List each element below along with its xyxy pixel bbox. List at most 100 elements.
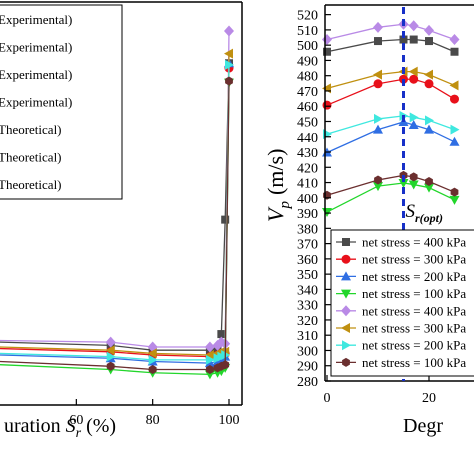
right-data-point bbox=[450, 47, 459, 56]
right-x-axis-title: Degr bbox=[403, 415, 443, 437]
left-data-point bbox=[106, 351, 116, 362]
right-x-tick-label: 20 bbox=[422, 391, 436, 406]
right-legend-label: net stress = 400 kPa bbox=[362, 235, 466, 250]
right-y-tick-label: 520 bbox=[297, 9, 318, 24]
optimum-saturation-label-var: S bbox=[406, 201, 416, 222]
right-y-axis-title-var: V bbox=[263, 206, 288, 222]
left-x-tick-label: 80 bbox=[146, 413, 160, 428]
right-y-tick-label: 490 bbox=[297, 54, 318, 69]
right-y-tick-label: 290 bbox=[297, 360, 318, 375]
right-data-point bbox=[409, 172, 418, 182]
right-x-ticks: 0 20 bbox=[324, 375, 436, 406]
right-data-point bbox=[373, 182, 383, 192]
right-y-tick-label: 420 bbox=[297, 161, 318, 176]
right-data-point bbox=[374, 175, 382, 185]
right-data-point bbox=[424, 79, 434, 89]
left-legend-box bbox=[0, 4, 123, 200]
right-data-point bbox=[322, 83, 331, 94]
left-x-axis-title-suffix: (%) bbox=[81, 415, 116, 437]
left-data-point bbox=[105, 345, 115, 356]
right-y-tick-label: 310 bbox=[297, 329, 318, 344]
left-data-point bbox=[148, 365, 157, 375]
right-data-point bbox=[322, 100, 332, 110]
right-x-tick-label: 0 bbox=[324, 391, 331, 406]
right-y-tick-label: 340 bbox=[297, 283, 318, 298]
left-legend: Experimental) Experimental) Experimental) E… bbox=[0, 12, 72, 192]
left-data-point bbox=[204, 341, 215, 353]
right-y-tick-label: 400 bbox=[297, 192, 318, 207]
left-data-point bbox=[148, 354, 158, 365]
right-data-point bbox=[424, 124, 434, 134]
right-legend-marker bbox=[341, 305, 351, 317]
left-x-axis-title-var: S bbox=[66, 415, 76, 437]
left-data-point bbox=[221, 215, 230, 224]
right-legend-marker bbox=[341, 271, 351, 281]
left-data-point bbox=[206, 365, 214, 375]
left-data-point bbox=[221, 360, 230, 370]
left-legend-label: Experimental) bbox=[0, 40, 72, 55]
right-data-point bbox=[450, 187, 459, 197]
right-legend-marker bbox=[342, 238, 350, 246]
left-data-point bbox=[224, 48, 233, 59]
right-y-tick-label: 480 bbox=[297, 70, 318, 85]
left-legend-label: Experimental) bbox=[0, 12, 72, 27]
right-data-point bbox=[409, 35, 418, 44]
right-y-tick-label: 470 bbox=[297, 85, 318, 100]
right-data-point bbox=[408, 120, 419, 130]
right-y-tick-label: 300 bbox=[297, 344, 318, 359]
right-series-line-4 bbox=[326, 182, 455, 213]
right-y-tick-label: 390 bbox=[297, 207, 318, 222]
right-y-axis-title-unit: (m/s) bbox=[263, 149, 288, 195]
right-data-point bbox=[398, 179, 409, 189]
right-data-point bbox=[373, 69, 382, 80]
right-legend-marker bbox=[341, 323, 350, 333]
right-y-tick-label: 280 bbox=[297, 375, 318, 390]
right-series-line-3 bbox=[326, 121, 455, 154]
right-y-tick-label: 450 bbox=[297, 115, 318, 130]
left-x-tick-label: 100 bbox=[219, 413, 240, 428]
left-x-axis-title: uration Sr (%) bbox=[4, 415, 116, 441]
right-data-point bbox=[424, 24, 434, 36]
right-y-axis-title-text: Vp (m/s) bbox=[263, 149, 293, 222]
right-series-line-5 bbox=[326, 23, 455, 41]
right-data-point bbox=[322, 34, 332, 46]
right-chart-marks bbox=[322, 18, 460, 218]
left-chart-panel: 60 80 100 Experimental) Experimental) Experi… bbox=[0, 1, 243, 441]
left-x-axis-title-sub: r bbox=[76, 426, 82, 441]
left-chart-marks bbox=[0, 25, 234, 380]
right-data-point bbox=[373, 124, 383, 134]
right-y-tick-label: 320 bbox=[297, 314, 318, 329]
right-data-point bbox=[409, 74, 419, 84]
right-data-point bbox=[374, 37, 382, 46]
right-y-ticks: 2802903003103203303403503603703803904004… bbox=[297, 9, 331, 390]
right-legend-label: net stress = 200 kPa bbox=[362, 269, 466, 284]
right-y-tick-label: 410 bbox=[297, 177, 318, 192]
right-data-point bbox=[449, 80, 459, 91]
right-legend-label: net stress = 300 kPa bbox=[362, 321, 466, 336]
right-data-point bbox=[323, 47, 331, 56]
right-data-point bbox=[449, 136, 460, 146]
right-legend-marker bbox=[342, 340, 351, 351]
right-legend-label: net stress = 300 kPa bbox=[362, 252, 466, 267]
right-data-point bbox=[408, 180, 419, 190]
left-x-ticks: 60 80 100 bbox=[69, 399, 240, 428]
right-y-tick-label: 500 bbox=[297, 39, 318, 54]
right-legend-marker bbox=[341, 289, 351, 299]
right-data-point bbox=[399, 35, 408, 44]
right-data-point bbox=[373, 21, 383, 33]
right-y-tick-label: 370 bbox=[297, 238, 318, 253]
right-legend-label: net stress = 100 kPa bbox=[362, 355, 466, 370]
left-data-point bbox=[105, 336, 116, 348]
right-y-tick-label: 360 bbox=[297, 253, 318, 268]
right-series-line-7 bbox=[326, 115, 455, 135]
optimum-saturation-label-sub: r(opt) bbox=[415, 211, 443, 225]
left-x-tick-label: 60 bbox=[69, 413, 83, 428]
right-data-point bbox=[450, 94, 459, 104]
left-x-axis-title-prefix: uration bbox=[4, 415, 66, 437]
right-data-point bbox=[424, 69, 433, 80]
right-data-point bbox=[424, 183, 434, 193]
right-legend-label: net stress = 400 kPa bbox=[362, 303, 466, 318]
left-legend-label: Experimental) bbox=[0, 67, 72, 82]
right-y-tick-label: 510 bbox=[297, 24, 318, 39]
